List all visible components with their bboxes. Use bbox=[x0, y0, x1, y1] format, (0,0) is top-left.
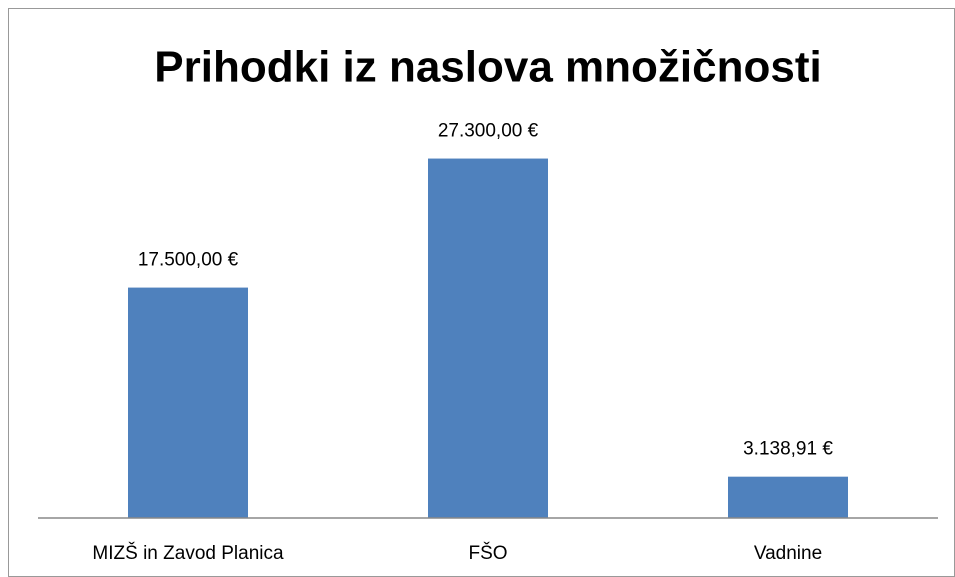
bar bbox=[428, 158, 548, 519]
x-tick-label: MIZŠ in Zavod Planica bbox=[92, 542, 284, 564]
x-tick-label: Vadnine bbox=[754, 543, 822, 564]
chart-title: Prihodki iz naslova množičnosti bbox=[154, 43, 821, 92]
bar bbox=[128, 287, 248, 518]
data-label: 3.138,91 € bbox=[743, 439, 833, 460]
bar bbox=[728, 476, 848, 518]
x-tick-label: FŠO bbox=[468, 542, 507, 564]
data-label: 17.500,00 € bbox=[138, 250, 239, 271]
data-label: 27.300,00 € bbox=[438, 121, 539, 142]
